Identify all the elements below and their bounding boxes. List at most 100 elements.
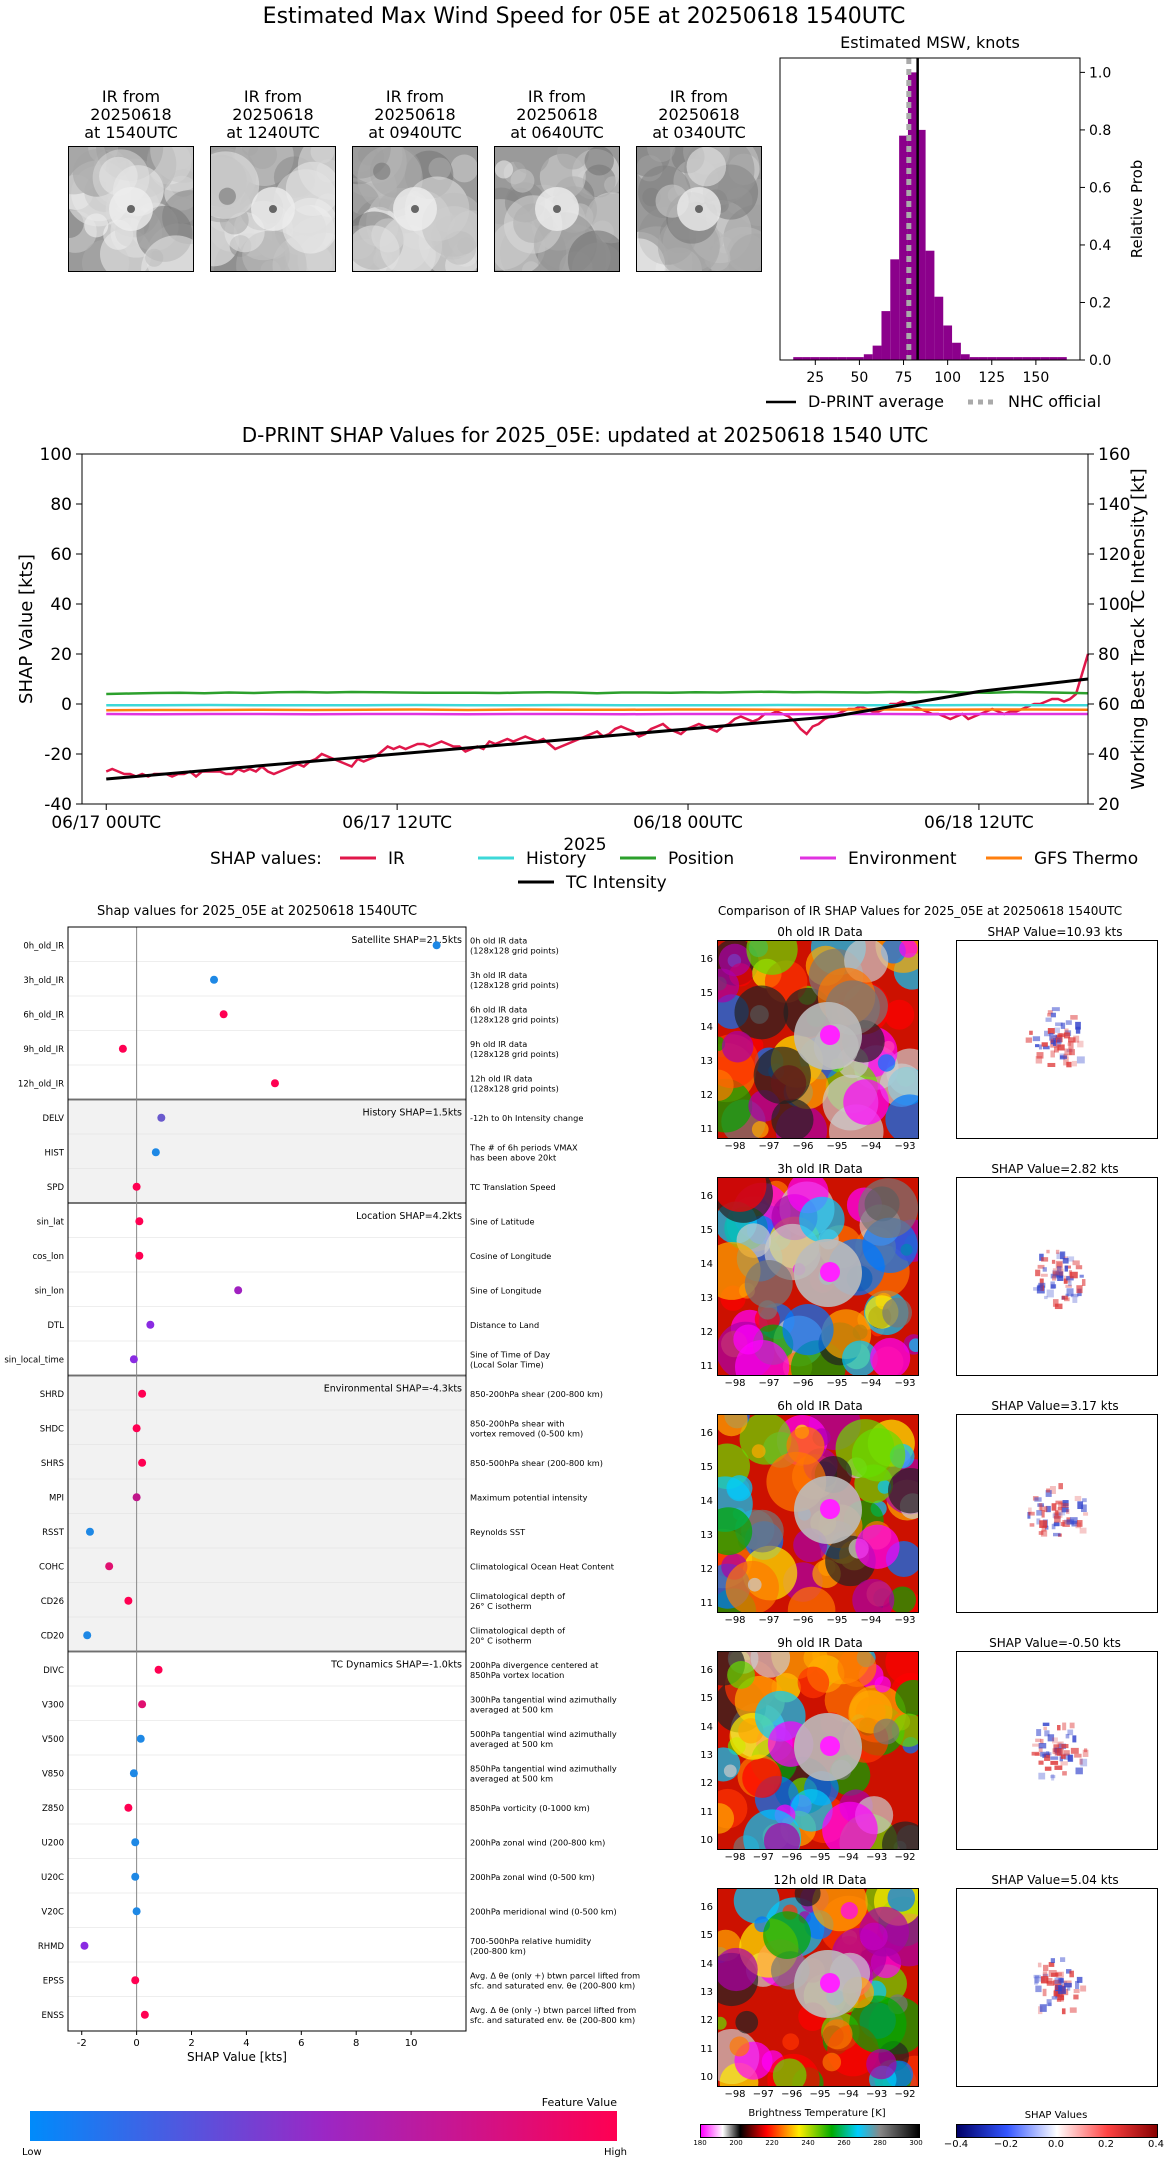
feature-dot (118, 1044, 127, 1053)
shap-pixel (1046, 1289, 1054, 1298)
feature-desc: (128x128 grid points) (470, 1014, 559, 1024)
shap-image-svg (1025, 1007, 1085, 1068)
x-tick-label: 125 (978, 370, 1005, 386)
legend-label: Position (668, 849, 734, 869)
timeseries-frame (81, 453, 1089, 805)
shap-pixel (1054, 1516, 1061, 1523)
shap-pixel (1057, 1275, 1064, 1281)
shap-pixel (1051, 1523, 1056, 1530)
ir-blob (718, 968, 740, 1003)
shap-pixel (1069, 1049, 1075, 1056)
feature-dot (157, 1113, 166, 1122)
ir-blob (744, 1260, 793, 1308)
cloud-blob (710, 226, 761, 271)
ir-blob (887, 1889, 916, 1912)
feature-desc: Sine of Longitude (470, 1285, 542, 1295)
histogram-bar (1022, 357, 1032, 360)
ir-blob (873, 1718, 900, 1745)
y-right-tick-label: 160 (1098, 445, 1130, 465)
shap-pixel (1060, 1503, 1069, 1508)
shap-pixel (1051, 1774, 1055, 1781)
ir-blob (718, 1947, 758, 1992)
shap-pixel (1073, 1035, 1080, 1043)
shap-pixel (1082, 1498, 1087, 1503)
bt-colorbar-title: Brightness Temperature [K] (748, 2108, 886, 2119)
shap-pixel (1058, 1511, 1066, 1516)
ir-blob (882, 1297, 913, 1328)
feature-name: CD26 (41, 1597, 64, 1607)
group-label: TC Dynamics SHAP=-1.0kts (330, 1660, 462, 1671)
histogram-bar (934, 296, 944, 360)
ir-x-tick-label: −97 (752, 2089, 774, 2100)
feature-name: cos_lon (32, 1252, 64, 1262)
shap-panel-title: SHAP Value=2.82 kts (991, 1162, 1119, 1176)
ir-x-tick-label: −92 (894, 1852, 916, 1863)
feature-dot (138, 1458, 147, 1467)
ir-image (717, 1651, 919, 1850)
histogram-bar (899, 135, 908, 360)
shap-pixel (1046, 1999, 1052, 2007)
histogram-bar (828, 357, 838, 360)
shap-pixel (1056, 1252, 1065, 1260)
shap-pixel (1069, 1722, 1075, 1729)
feature-desc: 20° C isotherm (470, 1635, 532, 1645)
shap-pixel (1064, 1028, 1069, 1034)
shap-pixel (1080, 1985, 1087, 1992)
shap-pixel (1045, 1505, 1051, 1513)
shap-pixel (1065, 1733, 1070, 1739)
shap-pixel (1061, 2008, 1066, 2015)
feature-chart-title: Shap values for 2025_05E at 20250618 154… (97, 904, 417, 919)
histogram-bar (987, 357, 997, 360)
ir-y-tick-label: 15 (700, 1462, 713, 1473)
shap-pixel (1046, 1980, 1055, 1986)
ir-y-tick-label: 16 (700, 1191, 713, 1202)
ir-comparison-title: Comparison of IR SHAP Values for 2025_05… (717, 904, 1123, 918)
feature-shap-chart: Shap values for 2025_05E at 20250618 154… (4, 904, 640, 2158)
y-axis-label: SHAP Value [kts] (16, 554, 37, 704)
shap-pixel (1081, 1279, 1086, 1286)
shap-panel-title: SHAP Value=-0.50 kts (989, 1636, 1121, 1650)
storm-eye (411, 205, 419, 213)
shap-pixel (1043, 1506, 1048, 1513)
shap-pixel (1052, 1748, 1056, 1754)
shap-pixel (1065, 1284, 1072, 1288)
ir-blob (733, 1889, 780, 1924)
ir-x-tick-label: −98 (724, 1378, 746, 1389)
cloud-blob (584, 147, 614, 176)
shap-pixel (1069, 2007, 1077, 2013)
histogram-bar (952, 342, 961, 360)
feature-name: V20C (41, 1907, 64, 1917)
ir-blob (718, 1507, 753, 1556)
shap-pixel (1066, 1276, 1074, 1281)
feature-name: 12h_old_IR (18, 1079, 64, 1089)
ir-eye (820, 1973, 840, 1993)
shap-pixel (1059, 1978, 1064, 1983)
histogram-bar (793, 357, 803, 360)
shap-pixel (1061, 1505, 1069, 1513)
shap-pixel (1029, 1523, 1035, 1527)
histogram-bar (943, 325, 953, 360)
x-tick-label: 06/17 12UTC (342, 813, 452, 833)
shap-pixel (1047, 1752, 1052, 1756)
histogram-bar (810, 357, 820, 360)
feature-dot (219, 1010, 228, 1019)
shap-tick-label: −0.4 (943, 2139, 969, 2150)
feature-dot (140, 2010, 149, 2019)
ir-thumb-label-line: 20250618 (516, 105, 598, 124)
x-tick-label: 4 (243, 2038, 249, 2049)
shap-pixel (1042, 1045, 1050, 1050)
ir-blob (822, 2019, 853, 2050)
legend-label: History (526, 849, 586, 869)
ir-blob (729, 2036, 750, 2057)
ir-y-tick-label: 14 (700, 1958, 713, 1970)
shap-pixel (1028, 1507, 1032, 1514)
shap-pixel (1045, 1751, 1050, 1755)
ir-blob (840, 1902, 858, 1920)
shap-pixel (1066, 1517, 1071, 1523)
shap-pixel (1074, 1495, 1082, 1502)
x-tick-label: 2 (188, 2038, 194, 2049)
feature-desc: 850-200hPa shear (200-800 km) (470, 1389, 603, 1399)
feature-desc: has been above 20kt (470, 1152, 557, 1162)
shap-pixel (1038, 1044, 1042, 1050)
shap-pixel (1054, 1046, 1059, 1053)
